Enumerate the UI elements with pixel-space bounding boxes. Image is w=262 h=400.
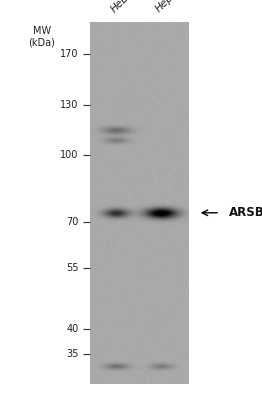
Text: MW
(kDa): MW (kDa) xyxy=(29,26,55,48)
Text: HepG2: HepG2 xyxy=(154,0,186,14)
Text: 170: 170 xyxy=(60,49,79,59)
Text: 55: 55 xyxy=(66,263,79,273)
Text: 130: 130 xyxy=(60,100,79,110)
Text: HeLa: HeLa xyxy=(110,0,135,14)
Text: ARSB: ARSB xyxy=(229,206,262,219)
Text: 100: 100 xyxy=(60,150,79,160)
Text: 40: 40 xyxy=(66,324,79,334)
Text: 35: 35 xyxy=(66,349,79,359)
Text: 70: 70 xyxy=(66,218,79,228)
